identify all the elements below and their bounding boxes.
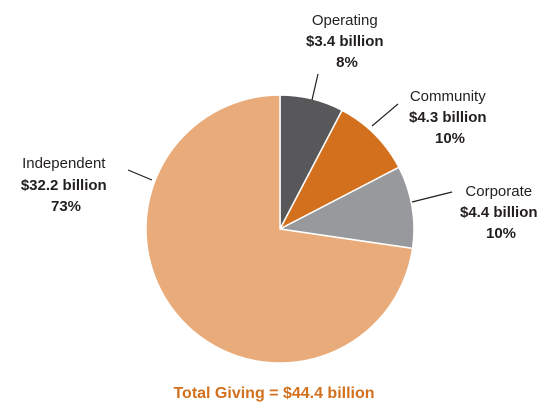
slice-name-independent: Independent	[22, 155, 106, 172]
slice-name-corporate: Corporate	[465, 183, 532, 200]
slice-amount-operating: $3.4 billion	[306, 33, 384, 50]
leader-line-corporate	[411, 191, 453, 203]
slice-pct-operating: 8%	[336, 54, 358, 71]
total-giving-label: Total Giving = $44.4 billion	[173, 385, 374, 402]
pie-slice-corporate	[277, 166, 415, 250]
slice-label-corporate: Corporate $4.4 billion 10%	[460, 183, 542, 242]
slice-pct-independent: 73%	[51, 198, 81, 215]
slice-amount-corporate: $4.4 billion	[460, 204, 538, 221]
slice-label-independent: Independent $32.2 billion 73%	[21, 155, 111, 215]
pie-slices	[145, 94, 415, 364]
slice-pct-community: 10%	[435, 130, 465, 147]
leader-line-independent	[127, 169, 153, 181]
slice-amount-independent: $32.2 billion	[21, 177, 107, 194]
slice-amount-community: $4.3 billion	[409, 109, 487, 126]
slice-name-operating: Operating	[312, 12, 378, 29]
pie-slice-community	[278, 109, 400, 231]
slice-name-community: Community	[410, 88, 486, 105]
pie-slice-independent	[145, 94, 414, 364]
slice-pct-corporate: 10%	[486, 225, 516, 242]
slice-label-community: Community $4.3 billion 10%	[409, 88, 491, 147]
leader-line-community	[371, 103, 399, 127]
slice-label-operating: Operating $3.4 billion 8%	[306, 12, 388, 71]
leader-line-operating	[311, 73, 319, 101]
